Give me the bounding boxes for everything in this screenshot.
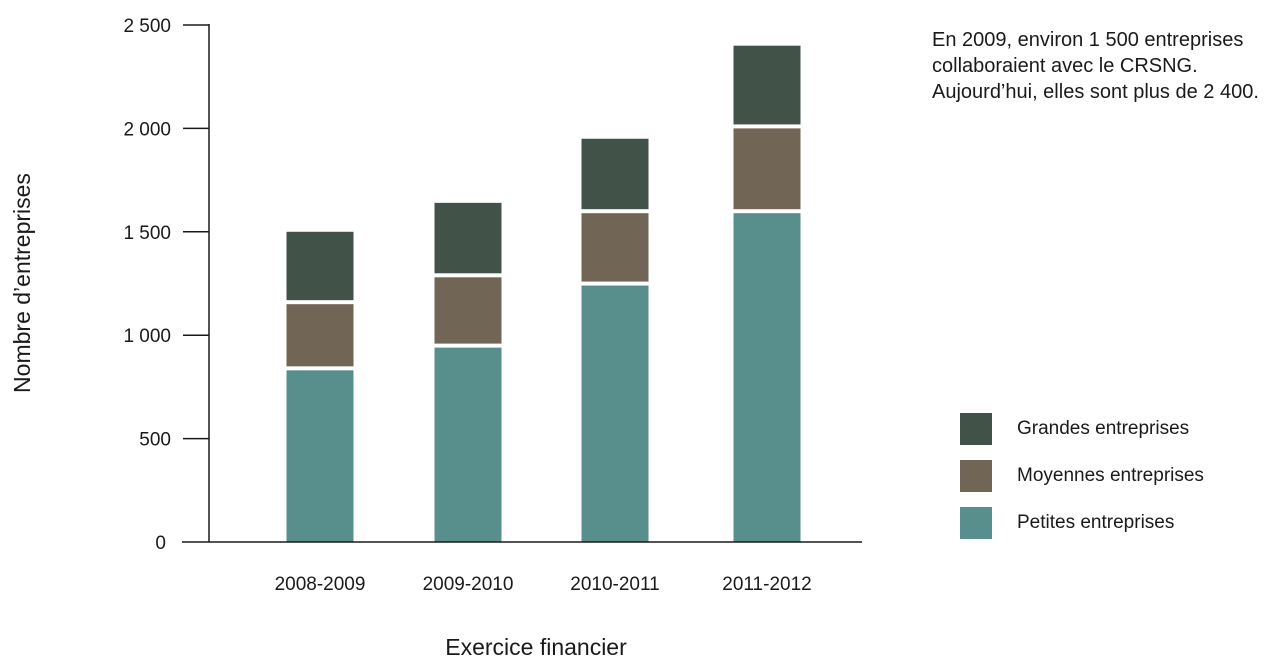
bar-2009-2010-grandes-entreprises	[434, 202, 502, 274]
chart-legend: Grandes entreprises Moyennes entreprises…	[960, 413, 1204, 554]
y-tick-label-1500: 1 500	[123, 223, 171, 244]
legend-label-moyennes: Moyennes entreprises	[1017, 465, 1204, 486]
legend-item-petites: Petites entreprises	[960, 507, 1204, 539]
bar-2009-2010-moyennes-entreprises	[434, 277, 502, 344]
bar-2011-2012-grandes-entreprises	[733, 45, 801, 125]
bar-2011-2012-petites-entreprises	[733, 213, 801, 543]
bar-2011-2012-moyennes-entreprises	[733, 128, 801, 210]
y-tick-label-500: 500	[139, 430, 171, 451]
y-tick-label-0: 0	[155, 533, 166, 554]
legend-item-moyennes: Moyennes entreprises	[960, 460, 1204, 492]
bar-2010-2011-moyennes-entreprises	[581, 213, 649, 282]
x-tick-label-2010-2011: 2010-2011	[570, 574, 659, 595]
x-axis-title: Exercice financier	[445, 634, 627, 660]
legend-swatch-petites	[960, 507, 992, 539]
bar-2010-2011-grandes-entreprises	[581, 138, 649, 210]
chart-annotation: En 2009, environ 1 500 entreprises colla…	[932, 29, 1259, 103]
bar-2008-2009-moyennes-entreprises	[286, 304, 354, 367]
legend-label-grandes: Grandes entreprises	[1017, 418, 1190, 439]
y-axis-title: Nombre d’entreprises	[9, 173, 35, 393]
legend-label-petites: Petites entreprises	[1017, 512, 1175, 533]
axes-layer: 0 500 1 000 1 500 2 000 2 500 2008-2009 2009-20…	[9, 16, 862, 660]
y-tick-label-2500: 2 500	[123, 16, 171, 37]
legend-item-grandes: Grandes entreprises	[960, 413, 1204, 445]
x-tick-label-2009-2010: 2009-2010	[423, 574, 514, 595]
x-tick-label-2011-2012: 2011-2012	[722, 574, 811, 595]
bar-2010-2011-petites-entreprises	[581, 285, 649, 542]
bar-2008-2009-petites-entreprises	[286, 370, 354, 542]
bar-2008-2009-grandes-entreprises	[286, 231, 354, 301]
bar-2009-2010-petites-entreprises	[434, 347, 502, 542]
x-tick-label-2008-2009: 2008-2009	[275, 574, 366, 595]
y-tick-label-1000: 1 000	[123, 326, 171, 347]
bars-layer	[286, 45, 801, 543]
y-tick-label-2000: 2 000	[123, 119, 171, 140]
legend-swatch-moyennes	[960, 460, 992, 492]
legend-swatch-grandes	[960, 413, 992, 445]
